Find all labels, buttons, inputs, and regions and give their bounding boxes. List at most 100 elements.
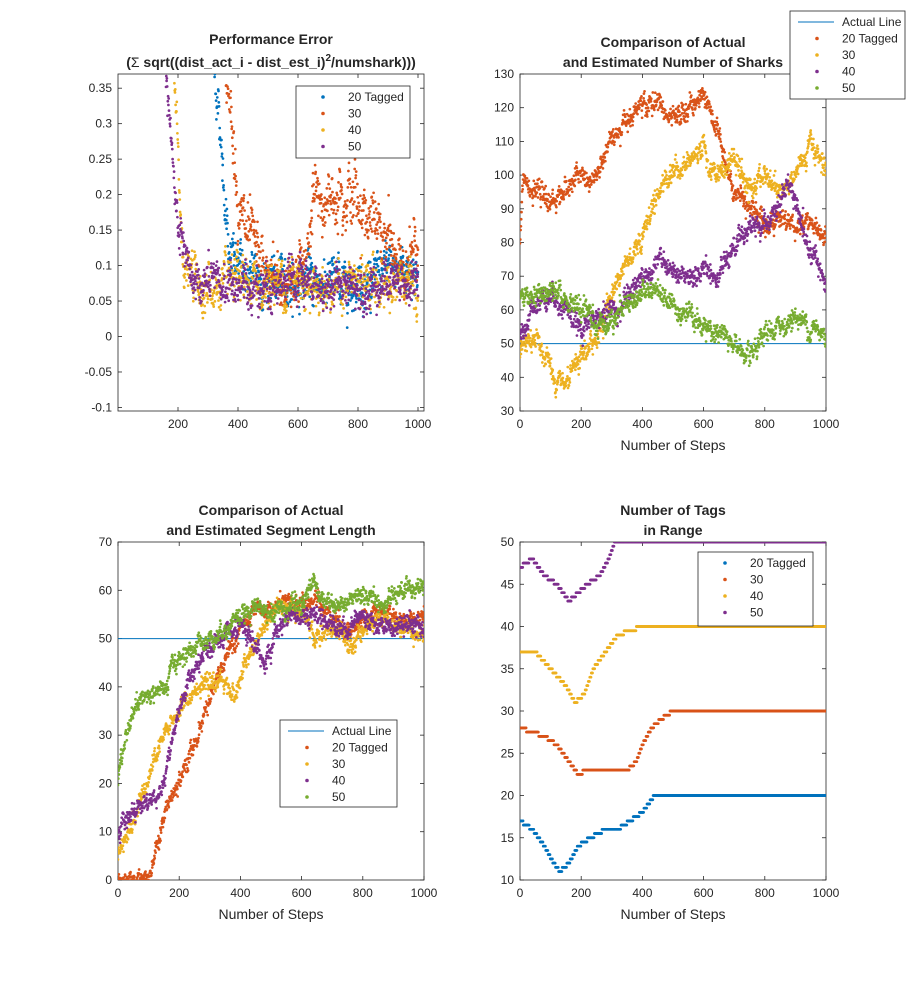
data-point xyxy=(312,304,315,308)
data-point xyxy=(366,297,370,301)
data-point xyxy=(680,112,684,115)
data-point xyxy=(284,269,288,273)
data-point xyxy=(667,118,671,122)
data-point xyxy=(290,298,294,301)
data-point xyxy=(222,277,226,281)
y-tick-label: 40 xyxy=(501,370,515,384)
data-point xyxy=(574,368,577,372)
data-point xyxy=(189,263,193,267)
data-point xyxy=(222,184,225,187)
data-point xyxy=(354,278,358,282)
data-point xyxy=(191,278,194,282)
data-point xyxy=(342,210,345,214)
data-point xyxy=(776,191,780,195)
data-point xyxy=(323,286,327,289)
data-point xyxy=(261,281,264,285)
legend-marker-swatch xyxy=(321,128,325,132)
data-point xyxy=(819,228,823,232)
data-point xyxy=(410,260,414,263)
data-point xyxy=(643,227,647,231)
data-point xyxy=(235,255,238,259)
data-point xyxy=(181,252,185,256)
data-point xyxy=(532,179,536,183)
data-point xyxy=(290,291,293,295)
data-point xyxy=(668,170,672,173)
data-point xyxy=(551,192,554,196)
y-tick-label: 0 xyxy=(105,330,112,344)
data-point xyxy=(401,272,404,275)
data-point xyxy=(335,193,339,197)
data-point xyxy=(341,233,344,237)
data-point xyxy=(341,219,345,222)
data-point xyxy=(293,293,297,297)
data-point xyxy=(322,258,326,261)
data-point xyxy=(766,172,770,176)
data-point xyxy=(343,265,347,269)
data-point xyxy=(749,211,752,215)
data-point xyxy=(337,257,340,260)
data-point xyxy=(192,286,196,289)
data-point xyxy=(395,295,399,299)
legend-entry: 20 Tagged xyxy=(348,90,404,104)
data-point xyxy=(165,77,169,80)
data-point xyxy=(313,163,317,167)
data-point xyxy=(250,229,253,232)
data-point xyxy=(397,242,401,246)
data-point xyxy=(814,216,818,220)
data-point xyxy=(181,255,185,259)
data-point xyxy=(241,253,245,257)
data-point xyxy=(334,197,337,200)
data-point xyxy=(711,112,714,116)
data-point xyxy=(336,290,339,294)
data-point xyxy=(337,181,340,184)
data-point xyxy=(320,277,324,281)
data-point xyxy=(353,264,356,267)
data-point xyxy=(702,93,706,96)
data-point xyxy=(263,277,266,281)
data-point xyxy=(365,220,369,224)
data-point xyxy=(183,276,186,279)
data-point xyxy=(525,176,529,180)
data-point xyxy=(618,281,622,285)
data-point xyxy=(798,232,802,236)
data-point xyxy=(325,187,329,190)
data-point xyxy=(337,272,341,275)
data-point xyxy=(772,174,776,177)
data-point xyxy=(752,192,755,195)
data-point xyxy=(207,275,211,278)
data-point xyxy=(416,284,419,287)
data-point xyxy=(308,295,312,299)
data-point xyxy=(301,270,305,274)
data-point xyxy=(367,207,371,210)
data-point xyxy=(286,260,290,264)
data-point xyxy=(540,342,544,346)
data-point xyxy=(312,285,315,288)
data-point xyxy=(415,313,419,316)
data-point xyxy=(690,94,693,97)
data-point xyxy=(312,267,316,270)
data-point xyxy=(643,89,646,93)
data-point xyxy=(718,127,722,130)
plot-marks xyxy=(520,86,826,399)
data-point xyxy=(773,189,777,193)
data-point xyxy=(749,178,752,181)
data-point xyxy=(275,302,279,305)
data-point xyxy=(376,288,380,292)
data-point xyxy=(334,280,338,284)
data-point xyxy=(709,175,713,178)
data-point xyxy=(557,185,561,188)
data-point xyxy=(795,226,799,230)
data-point xyxy=(228,111,232,114)
data-point xyxy=(213,299,217,303)
data-point xyxy=(699,91,703,95)
data-point xyxy=(411,276,414,280)
data-point xyxy=(322,203,326,206)
data-point xyxy=(529,345,533,349)
data-point xyxy=(635,245,638,248)
data-point xyxy=(609,135,613,139)
data-point xyxy=(253,220,256,224)
data-point xyxy=(309,256,312,260)
data-point xyxy=(248,217,251,221)
data-point xyxy=(675,161,679,164)
data-point xyxy=(201,316,205,320)
